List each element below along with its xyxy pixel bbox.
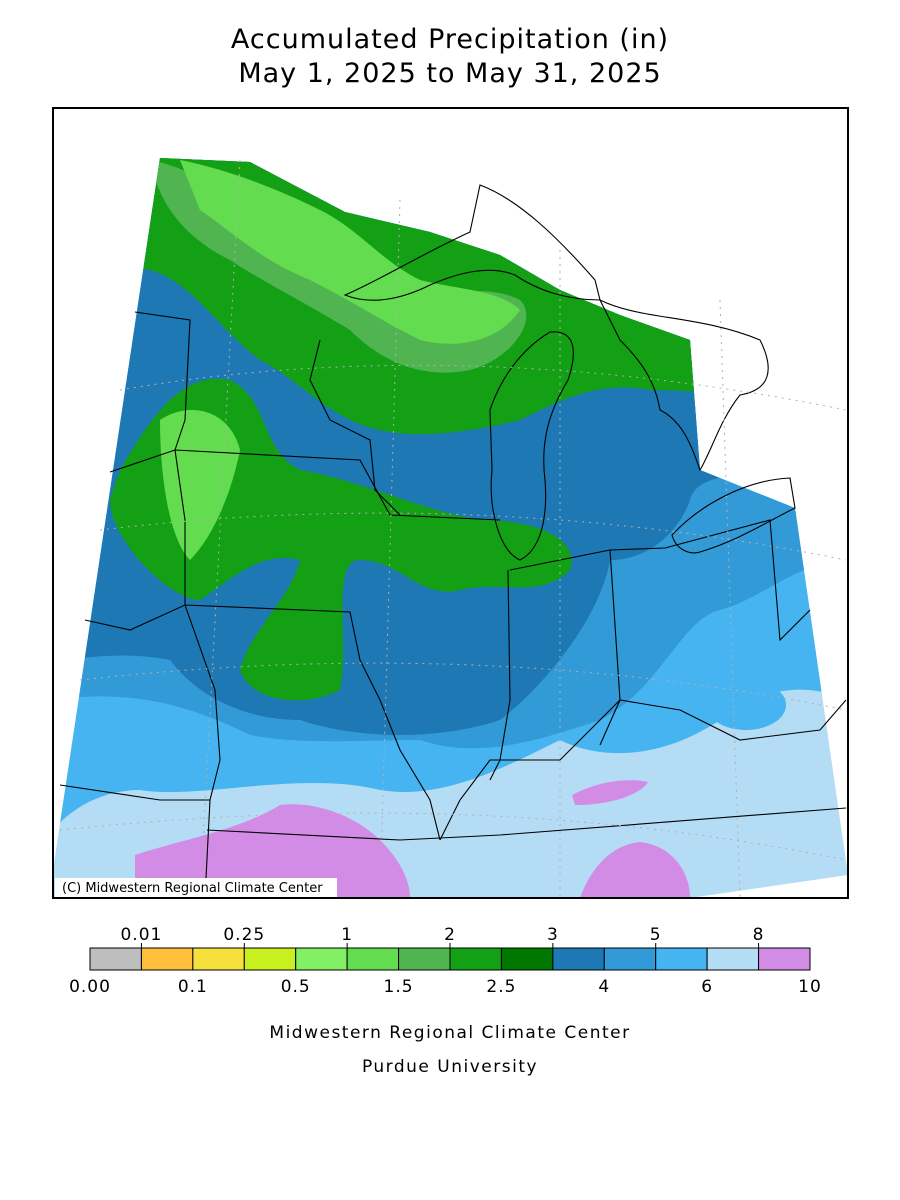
lake-erie [671,477,796,554]
title: Accumulated Precipitation (in) [231,24,669,55]
border [109,449,501,521]
legend-swatch [140,947,194,971]
state-borders [59,311,847,899]
legend-swatch [500,947,554,971]
lake-michigan [489,331,574,561]
legend-label: 10 [798,977,822,997]
lake-superior [343,184,601,301]
graticule [59,159,847,899]
grid-line [59,364,847,861]
border [134,311,221,899]
legend-label: 1 [341,925,353,945]
legend-label: 0.25 [223,925,265,945]
legend-label: 0.5 [281,977,311,997]
legend-swatch [552,947,605,971]
footer-line: Purdue University [362,1057,538,1077]
border [206,807,847,841]
zone [706,680,786,730]
lakes [343,184,796,561]
legend-label: 6 [701,977,713,997]
border [609,519,811,642]
legend-label: 1.5 [384,977,414,997]
legend-label: 5 [650,925,662,945]
legend-label: 0.1 [178,977,208,997]
credit-box [55,878,337,897]
legend-label: 0.01 [120,925,162,945]
legend-swatch [758,947,811,971]
zone [180,160,520,344]
legend-swatch [346,947,400,971]
lake-huron [598,298,769,472]
legend-swatch [295,947,348,971]
border [84,604,441,841]
legend-swatch [603,947,657,971]
zone [580,842,690,898]
legend-swatch [706,947,760,971]
legend-label: 2 [444,925,456,945]
legend-label: 8 [753,925,765,945]
zone [572,780,648,805]
legend-swatch [192,947,245,971]
precipitation-field [53,158,848,898]
legend-swatch [449,947,502,971]
legend: 0.00 0.01 0.1 0.25 0.5 1 1.5 2 2.5 3 4 5 6 8 10 [69,925,822,997]
subtitle: May 1, 2025 to May 31, 2025 [238,58,661,89]
zone [160,410,240,560]
border [59,784,210,801]
border [489,569,511,781]
border [309,339,401,516]
legend-swatch [398,947,451,971]
legend-label: 0.00 [69,977,111,997]
zone [135,804,410,898]
credit: (C) Midwestern Regional Climate Center [62,881,323,896]
legend-label: 3 [547,925,559,945]
legend-swatch [243,947,297,971]
legend-label: 2.5 [486,977,516,997]
footer-line: Midwestern Regional Climate Center [269,1023,630,1043]
legend-swatch [89,947,142,971]
map-frame [52,107,849,899]
border [439,699,847,841]
legend-label: 4 [598,977,610,997]
zone [262,658,322,698]
legend-swatch [655,947,708,971]
